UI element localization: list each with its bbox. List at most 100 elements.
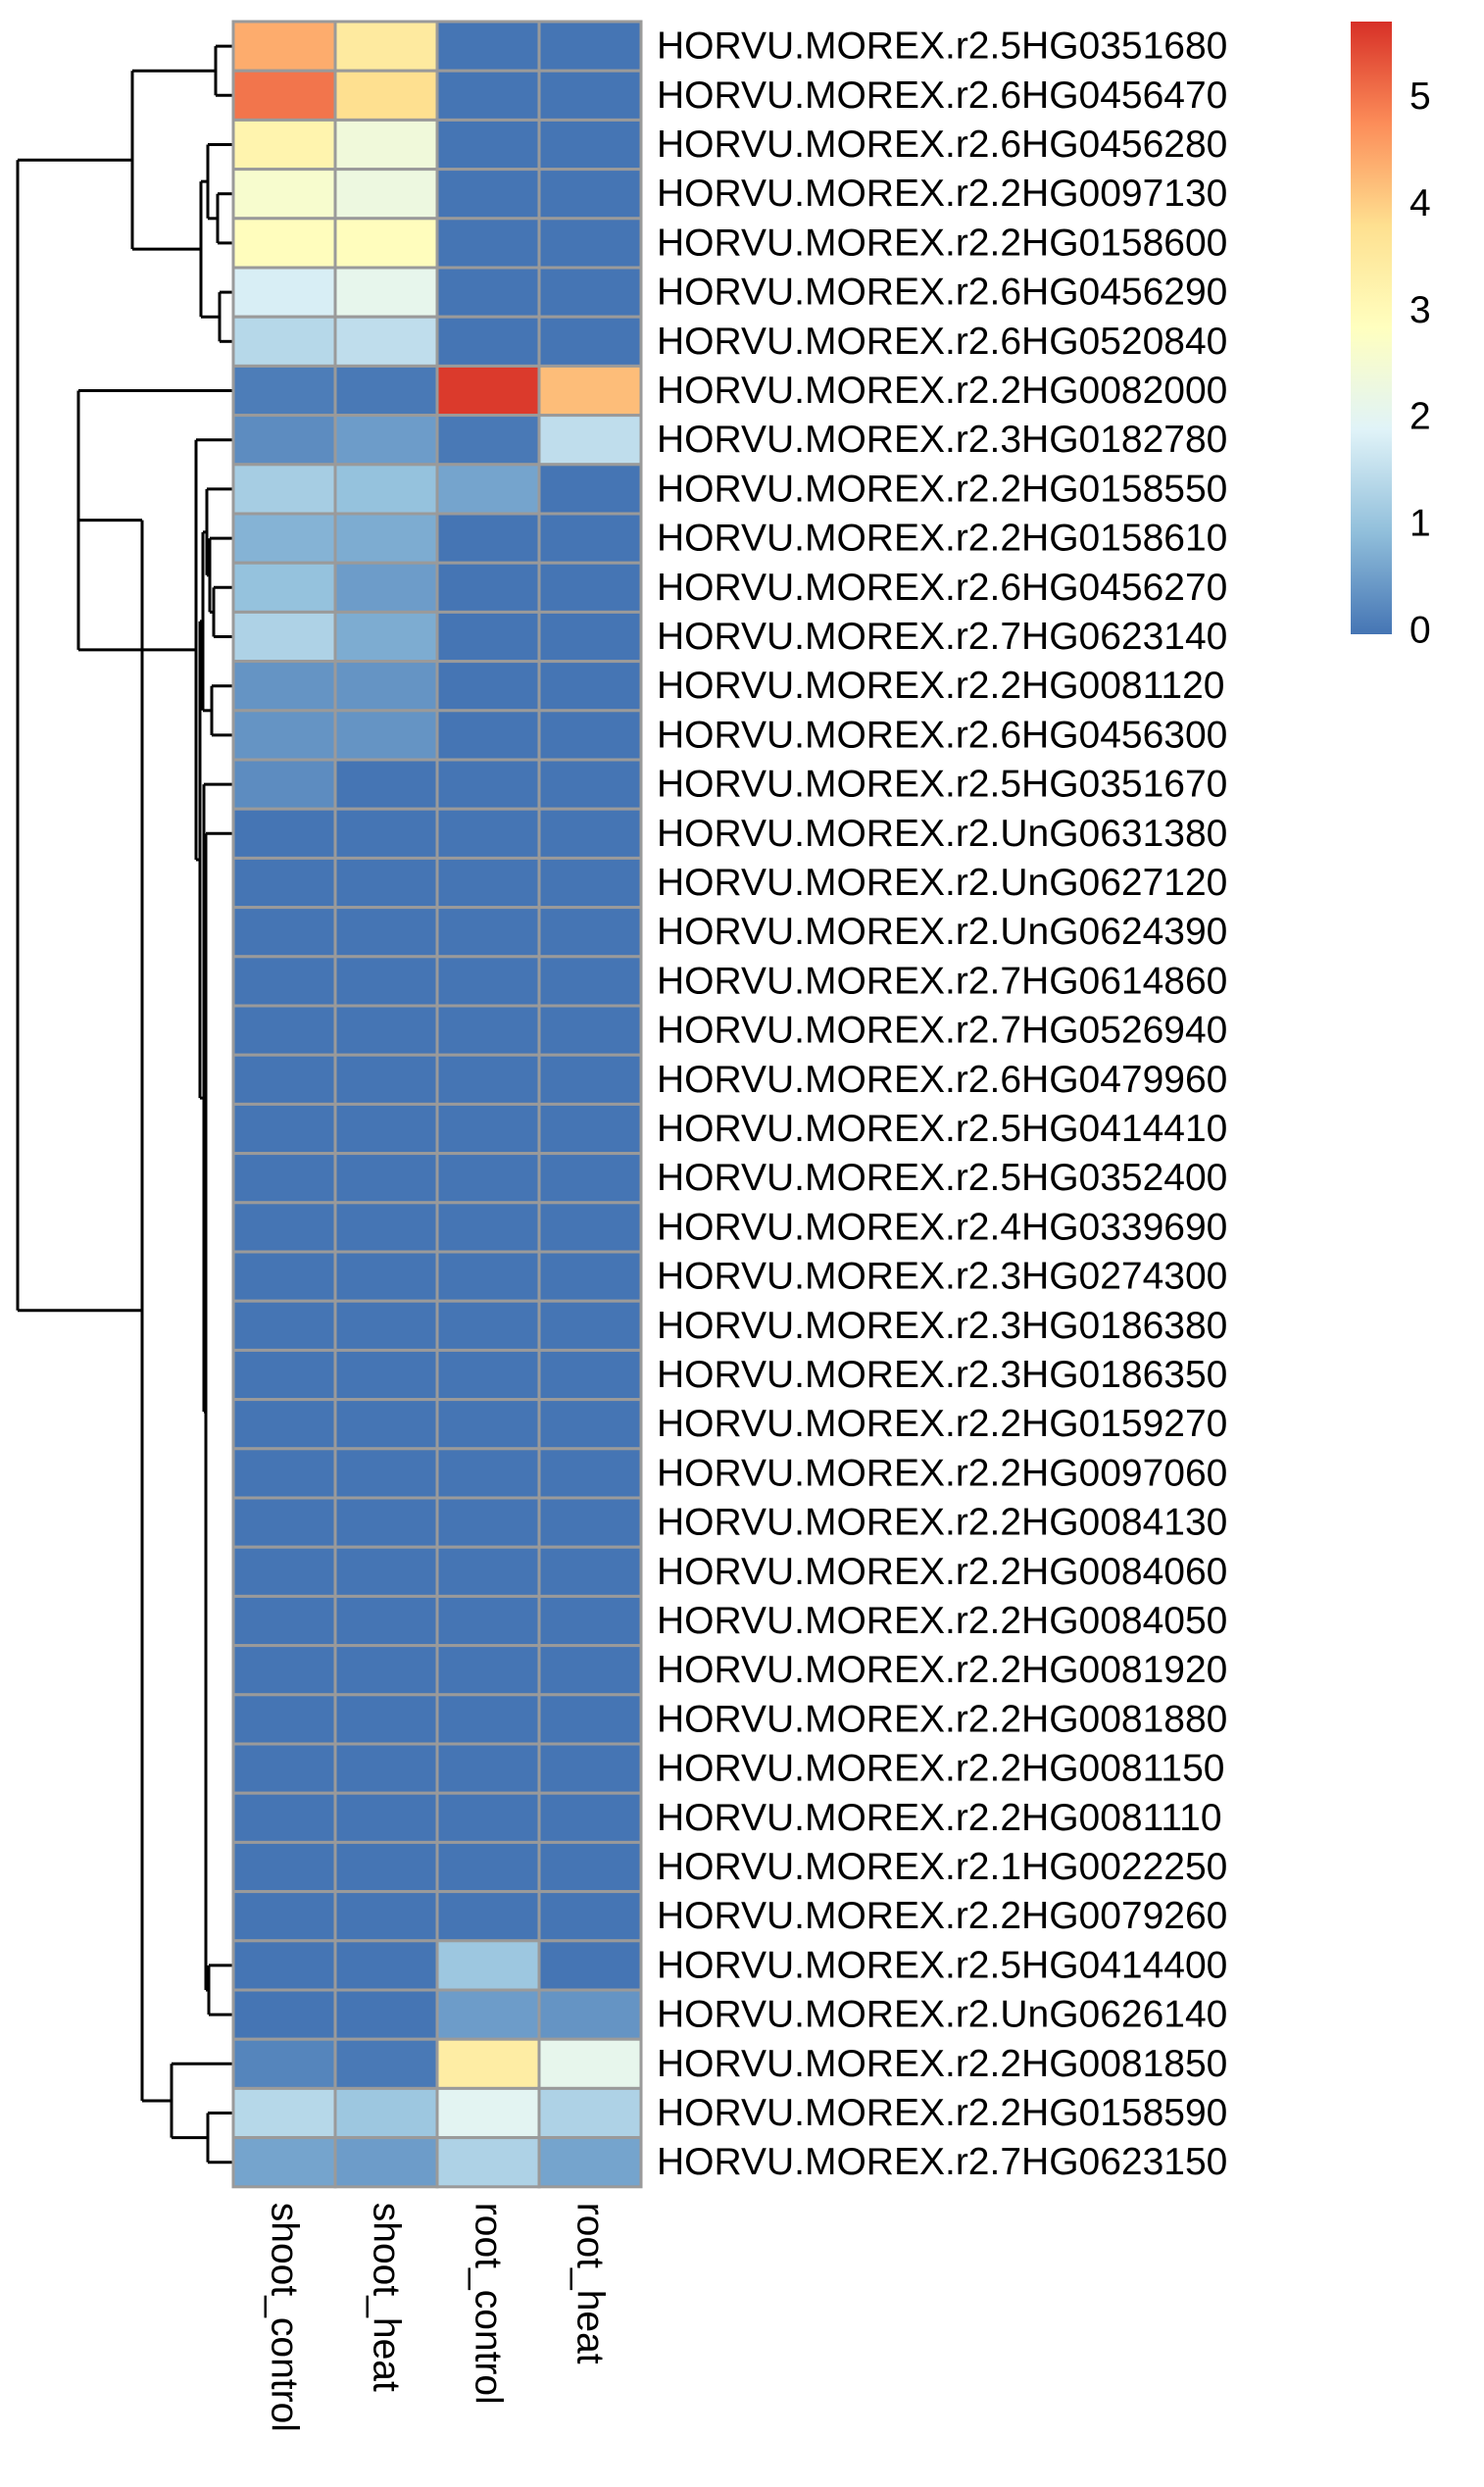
heatmap-cell xyxy=(537,1791,643,1844)
heatmap-cell xyxy=(231,955,337,1008)
row-label: HORVU.MOREX.r2.5HG0414410 xyxy=(657,1108,1227,1150)
row-label: HORVU.MOREX.r2.2HG0084050 xyxy=(657,1600,1227,1642)
heatmap-cell xyxy=(537,1102,643,1156)
heatmap-cell xyxy=(537,561,643,614)
heatmap-cell xyxy=(435,561,541,614)
heatmap-cell xyxy=(333,906,439,959)
heatmap-cell xyxy=(231,266,337,319)
heatmap-cell xyxy=(435,512,541,565)
heatmap-cell xyxy=(231,1004,337,1057)
legend-tick-label: 5 xyxy=(1410,75,1431,118)
heatmap-cell xyxy=(435,1890,541,1943)
heatmap-cell xyxy=(435,2037,541,2090)
heatmap-cell xyxy=(333,512,439,565)
heatmap-cell xyxy=(435,1840,541,1894)
heatmap-cell xyxy=(231,660,337,713)
row-label: HORVU.MOREX.r2.2HG0079260 xyxy=(657,1895,1227,1937)
heatmap-cell xyxy=(537,2136,643,2189)
row-label: HORVU.MOREX.r2.7HG0614860 xyxy=(657,960,1227,1002)
heatmap-cell xyxy=(333,856,439,910)
heatmap-cell xyxy=(231,1201,337,1254)
row-label: HORVU.MOREX.r2.5HG0414400 xyxy=(657,1944,1227,1986)
column-label: root_heat xyxy=(569,2203,612,2364)
row-label: HORVU.MOREX.r2.2HG0081920 xyxy=(657,1649,1227,1691)
heatmap-cell xyxy=(333,1545,439,1598)
heatmap-cell xyxy=(537,1890,643,1943)
row-label: HORVU.MOREX.r2.2HG0158590 xyxy=(657,2092,1227,2134)
row-label: HORVU.MOREX.r2.1HG0022250 xyxy=(657,1846,1227,1888)
heatmap-cell xyxy=(537,1594,643,1648)
heatmap-cell xyxy=(435,1447,541,1500)
heatmap-cell xyxy=(231,1496,337,1549)
heatmap-cell xyxy=(435,20,541,73)
heatmap-cell xyxy=(231,856,337,910)
heatmap-cell xyxy=(231,69,337,122)
row-label: HORVU.MOREX.r2.5HG0352400 xyxy=(657,1157,1227,1199)
heatmap-cell xyxy=(537,168,643,221)
heatmap-cell xyxy=(435,1348,541,1402)
column-label: root_control xyxy=(468,2203,510,2405)
heatmap-cell xyxy=(231,217,337,270)
heatmap-cell xyxy=(333,660,439,713)
heatmap-cell xyxy=(231,364,337,418)
heatmap-cell xyxy=(333,1644,439,1697)
heatmap-cell xyxy=(231,1348,337,1402)
row-label: HORVU.MOREX.r2.2HG0084130 xyxy=(657,1502,1227,1544)
heatmap-cell xyxy=(537,1496,643,1549)
heatmap-cell xyxy=(231,20,337,73)
heatmap-cell xyxy=(537,1152,643,1205)
heatmap-cell xyxy=(435,2086,541,2140)
heatmap-cell xyxy=(435,168,541,221)
heatmap-cell xyxy=(231,1594,337,1648)
heatmap-cell xyxy=(435,1545,541,1598)
row-label: HORVU.MOREX.r2.6HG0456290 xyxy=(657,272,1227,314)
row-label: HORVU.MOREX.r2.2HG0158610 xyxy=(657,518,1227,560)
row-label: HORVU.MOREX.r2.UnG0631380 xyxy=(657,813,1227,855)
heatmap-cell xyxy=(435,364,541,418)
heatmap-cell xyxy=(435,217,541,270)
heatmap-cell xyxy=(435,414,541,467)
heatmap-cell xyxy=(537,1348,643,1402)
row-label: HORVU.MOREX.r2.5HG0351670 xyxy=(657,764,1227,806)
heatmap-cell xyxy=(231,709,337,762)
heatmap-cell xyxy=(435,807,541,860)
color-legend: 0 1 2 3 4 5 xyxy=(1351,22,1431,652)
heatmap-cell xyxy=(231,2086,337,2140)
heatmap-cell xyxy=(231,1939,337,1992)
row-label: HORVU.MOREX.r2.UnG0627120 xyxy=(657,862,1227,904)
heatmap-cell xyxy=(435,1939,541,1992)
heatmap-cell xyxy=(333,1742,439,1795)
heatmap-cell xyxy=(231,1152,337,1205)
heatmap-cell xyxy=(333,1348,439,1402)
heatmap-cell xyxy=(435,1594,541,1648)
heatmap-cell xyxy=(537,906,643,959)
heatmap-cell xyxy=(537,1250,643,1303)
heatmap-cell xyxy=(537,414,643,467)
heatmap-cell xyxy=(333,807,439,860)
heatmap-cell xyxy=(537,463,643,516)
heatmap-cell xyxy=(537,2037,643,2090)
heatmap-cell xyxy=(231,1840,337,1894)
heatmap-cell xyxy=(435,1004,541,1057)
heatmap-cell xyxy=(435,1398,541,1451)
legend-color-bar xyxy=(1351,22,1392,634)
heatmap-cell xyxy=(435,709,541,762)
heatmap-cell xyxy=(435,758,541,811)
heatmap-cell xyxy=(333,414,439,467)
heatmap-cell xyxy=(333,266,439,319)
heatmap-cell xyxy=(537,1644,643,1697)
row-label: HORVU.MOREX.r2.2HG0081150 xyxy=(657,1748,1224,1790)
heatmap-cell xyxy=(333,1791,439,1844)
heatmap-cell xyxy=(333,1890,439,1943)
heatmap-cell xyxy=(333,1299,439,1352)
heatmap-cell xyxy=(231,1890,337,1943)
heatmap-cell xyxy=(537,1004,643,1057)
heatmap-cell xyxy=(537,118,643,172)
heatmap-cell xyxy=(333,217,439,270)
heatmap-cell xyxy=(537,807,643,860)
heatmap-cell xyxy=(435,266,541,319)
heatmap-cell xyxy=(435,463,541,516)
heatmap-cell xyxy=(537,69,643,122)
heatmap-cell xyxy=(231,414,337,467)
